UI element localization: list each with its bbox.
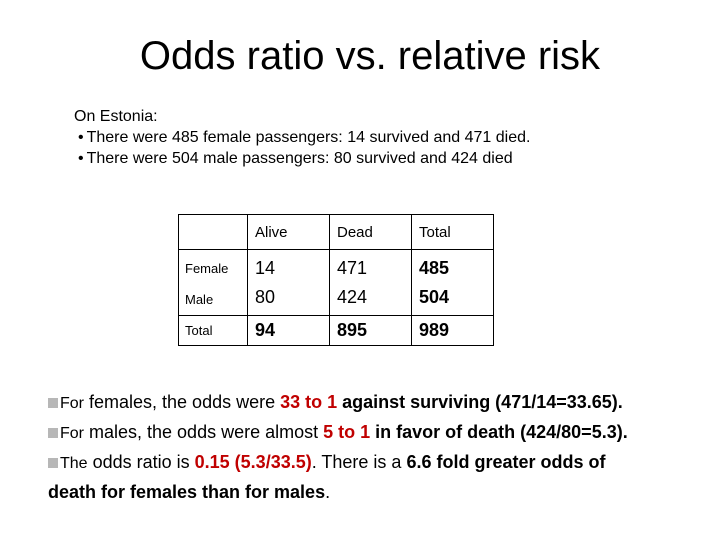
cell-male-dead: 424 [329,283,412,316]
table-row-female: Female 14 471 485 [178,249,494,283]
table-header-alive: Alive [247,214,330,250]
point-odds-ratio-cont: death for females than for males. [48,482,331,502]
square-bullet-icon [48,428,58,438]
survival-table: Alive Dead Total Female 14 471 485 Male … [178,214,494,346]
odds-ratio-value: 0.15 (5.3/33.5) [194,452,312,472]
odds-males: 5 to 1 [323,422,371,442]
cell-total-dead: 895 [329,315,412,346]
cell-female-total: 485 [411,249,494,283]
square-bullet-icon [48,458,58,468]
table-header-corner [178,214,248,250]
slide-title: Odds ratio vs. relative risk [139,34,601,78]
intro-bullets: There were 485 female passengers: 14 sur… [74,127,531,169]
intro-bullet-male: There were 504 male passengers: 80 survi… [78,148,530,169]
intro-heading: On Estonia: [74,108,158,125]
table-row-total: Total 94 895 989 [178,315,494,346]
row-label-male: Male [178,283,248,316]
cell-total-total: 989 [411,315,494,346]
conclusion-points: For females, the odds were 33 to 1 again… [48,388,720,507]
cell-male-alive: 80 [247,283,330,316]
intro-block: On Estonia: There were 485 female passen… [74,106,530,169]
cell-female-dead: 471 [329,249,412,283]
cell-female-alive: 14 [247,249,330,283]
square-bullet-icon [48,398,58,408]
cell-total-alive: 94 [247,315,330,346]
row-label-total: Total [178,315,248,346]
intro-bullet-female: There were 485 female passengers: 14 sur… [78,127,531,148]
table-header-total: Total [411,214,494,250]
table-row-male: Male 80 424 504 [178,283,494,316]
point-males: For males, the odds were almost 5 to 1 i… [48,418,720,448]
table-header-dead: Dead [329,214,412,250]
fold-greater-text: 6.6 fold greater odds of [406,452,606,472]
point-odds-ratio: The odds ratio is 0.15 (5.3/33.5). There… [48,448,720,478]
table-header-row: Alive Dead Total [178,214,494,250]
cell-male-total: 504 [411,283,494,316]
row-label-female: Female [178,249,248,283]
odds-females: 33 to 1 [280,392,338,412]
point-females: For females, the odds were 33 to 1 again… [48,388,720,418]
